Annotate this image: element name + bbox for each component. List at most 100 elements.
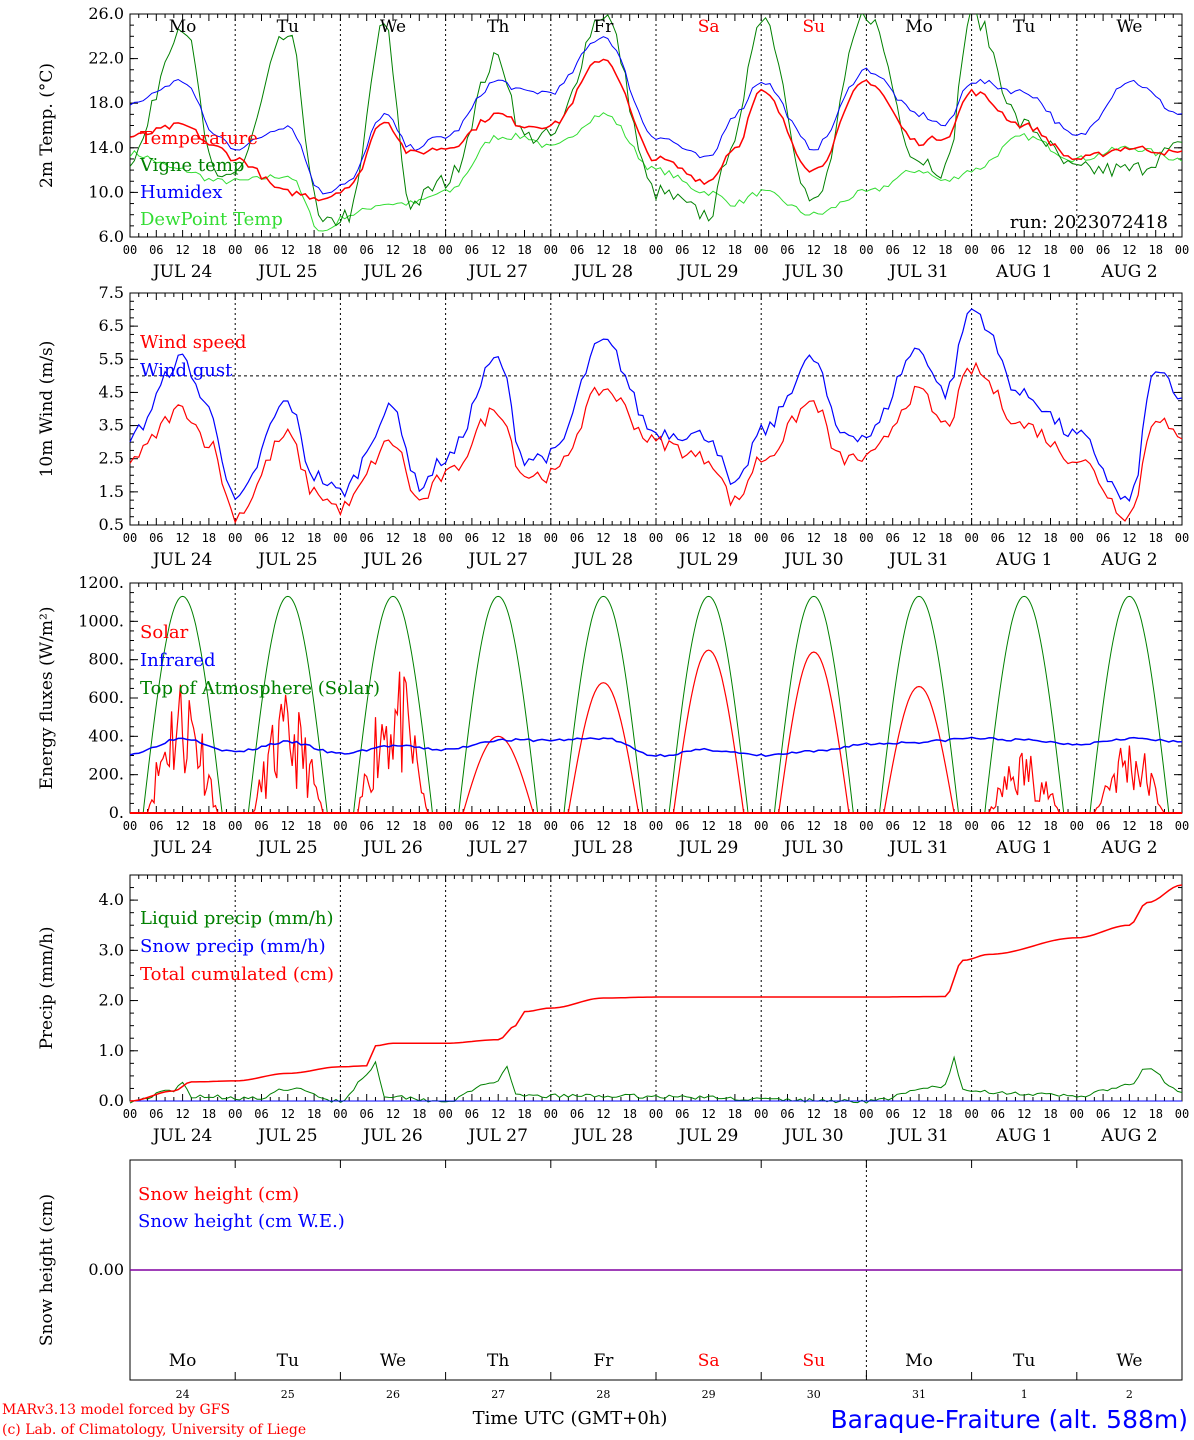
temp-panel-hour-tick: 00 — [964, 243, 978, 257]
precip-panel-hour-tick: 06 — [991, 1107, 1005, 1121]
wind-panel-hour-tick: 12 — [386, 531, 400, 545]
wind-panel-date-label: JUL 31 — [887, 550, 948, 570]
wind-panel-ytick-label: 2.5 — [99, 449, 124, 468]
precip-panel-ytick-label: 0.0 — [99, 1091, 124, 1110]
wind-panel-hour-tick: 06 — [254, 531, 268, 545]
temp-panel-hour-tick: 06 — [149, 243, 163, 257]
wind-panel-hour-tick: 00 — [438, 531, 452, 545]
energy-panel-date-label: JUL 25 — [256, 838, 317, 858]
energy-panel-hour-tick: 06 — [1096, 819, 1110, 833]
wind-panel-hour-tick: 18 — [307, 531, 321, 545]
temp-panel-hour-tick: 06 — [991, 243, 1005, 257]
temp-panel-hour-tick: 12 — [1017, 243, 1031, 257]
precip-panel-hour-tick: 18 — [1148, 1107, 1162, 1121]
footer-model: MARv3.13 model forced by GFS — [2, 1402, 230, 1418]
wind-panel-hour-tick: 06 — [149, 531, 163, 545]
energy-panel-ytick-label: 200. — [88, 765, 124, 784]
wind-panel-ytick-label: 4.5 — [99, 382, 124, 401]
precip-panel-hour-tick: 12 — [701, 1107, 715, 1121]
wind-panel-ytick-label: 0.5 — [99, 515, 124, 534]
precip-panel-hour-tick: 18 — [728, 1107, 742, 1121]
day-number-label: 25 — [281, 1388, 295, 1401]
wind-panel-hour-tick: 12 — [281, 531, 295, 545]
energy-panel-date-label: AUG 2 — [1100, 838, 1157, 858]
energy-toa-arch — [247, 595, 328, 814]
energy-toa-arch — [773, 595, 854, 814]
temp-panel-date-label: JUL 27 — [466, 262, 527, 282]
temp-day-label: We — [1116, 17, 1142, 37]
energy-panel-date-label: JUL 27 — [466, 838, 527, 858]
energy-toa-arch — [879, 595, 959, 814]
snow-day-label: We — [1116, 1351, 1142, 1371]
energy-panel-hour-tick: 12 — [1017, 819, 1031, 833]
x-axis-label: Time UTC (GMT+0h) — [473, 1408, 668, 1429]
day-number-label: 31 — [912, 1388, 926, 1401]
temp-panel-hour-tick: 06 — [780, 243, 794, 257]
precip-panel-hour-tick: 06 — [465, 1107, 479, 1121]
legend-vigne-temp: Vigne temp — [139, 155, 244, 176]
wind-panel-hour-tick: 18 — [728, 531, 742, 545]
wind-panel-hour-tick: 06 — [780, 531, 794, 545]
precip-panel-ytick-label: 3.0 — [99, 940, 124, 959]
wind-panel-date-label: AUG 1 — [995, 550, 1052, 570]
temp-day-label: Su — [802, 17, 825, 37]
wind-panel-hour-tick: 18 — [412, 531, 426, 545]
legend-humidex: Humidex — [140, 182, 222, 203]
wind-panel-ytick-label: 1.5 — [99, 482, 124, 501]
temp-panel-hour-tick: 00 — [1175, 243, 1189, 257]
footer-copyright: (c) Lab. of Climatology, University of L… — [2, 1422, 306, 1438]
precip-panel-hour-tick: 12 — [281, 1107, 295, 1121]
temp-panel-hour-tick: 12 — [1122, 243, 1136, 257]
energy-solar-day — [462, 735, 534, 814]
temp-panel-hour-tick: 12 — [281, 243, 295, 257]
temp-day-label: Tu — [1013, 17, 1035, 37]
precip-panel-hour-tick: 18 — [517, 1107, 531, 1121]
energy-panel-hour-tick: 12 — [1122, 819, 1136, 833]
precip-panel-hour-tick: 06 — [254, 1107, 268, 1121]
temp-panel-hour-tick: 12 — [807, 243, 821, 257]
temp-series-humidex — [130, 36, 1182, 195]
energy-panel-hour-tick: 18 — [1148, 819, 1162, 833]
precip-panel-date-label: JUL 24 — [151, 1126, 212, 1146]
energy-panel-ytick-label: 400. — [88, 726, 124, 745]
day-number-label: 30 — [807, 1388, 821, 1401]
wind-panel-date-label: JUL 26 — [361, 550, 422, 570]
energy-panel-ytick-label: 800. — [88, 650, 124, 669]
precip-panel-hour-tick: 00 — [544, 1107, 558, 1121]
energy-panel-ylabel: Energy fluxes (W/m²) — [37, 607, 57, 790]
precip-panel-hour-tick: 06 — [885, 1107, 899, 1121]
wind-panel-hour-tick: 18 — [1043, 531, 1057, 545]
energy-solar-day — [883, 685, 955, 814]
legend-total-cumulated-cm-: Total cumulated (cm) — [140, 964, 334, 985]
temp-panel-ytick-label: 6.0 — [99, 227, 124, 246]
precip-panel-hour-tick: 00 — [333, 1107, 347, 1121]
energy-panel-hour-tick: 18 — [728, 819, 742, 833]
temp-panel-hour-tick: 18 — [412, 243, 426, 257]
wind-panel-hour-tick: 00 — [1070, 531, 1084, 545]
precip-panel-date-label: JUL 25 — [256, 1126, 317, 1146]
wind-panel-date-label: JUL 24 — [151, 550, 212, 570]
temp-day-label: We — [380, 17, 406, 37]
precip-panel-hour-tick: 18 — [833, 1107, 847, 1121]
energy-toa-arch — [984, 595, 1065, 814]
energy-panel-hour-tick: 00 — [333, 819, 347, 833]
temp-panel-ylabel: 2m Temp. (°C) — [37, 63, 57, 188]
temp-day-label: Tu — [277, 17, 299, 37]
legend-snow-height-cm-: Snow height (cm) — [138, 1184, 299, 1205]
day-number-label: 2 — [1126, 1388, 1133, 1401]
wind-panel-hour-tick: 00 — [228, 531, 242, 545]
precip-panel-hour-tick: 00 — [964, 1107, 978, 1121]
temp-series-vigne-temp — [130, 14, 1182, 227]
day-number-label: 28 — [596, 1388, 610, 1401]
temp-panel-hour-tick: 18 — [307, 243, 321, 257]
wind-panel-ytick-label: 7.5 — [99, 283, 124, 302]
temp-panel-hour-tick: 18 — [622, 243, 636, 257]
energy-panel-hour-tick: 18 — [622, 819, 636, 833]
legend-top-of-atmosphere-solar-: Top of Atmosphere (Solar) — [140, 678, 380, 699]
precip-panel-hour-tick: 00 — [1175, 1107, 1189, 1121]
energy-panel-hour-tick: 12 — [386, 819, 400, 833]
wind-panel-hour-tick: 00 — [1175, 531, 1189, 545]
wind-panel-hour-tick: 06 — [465, 531, 479, 545]
precip-panel-hour-tick: 12 — [175, 1107, 189, 1121]
